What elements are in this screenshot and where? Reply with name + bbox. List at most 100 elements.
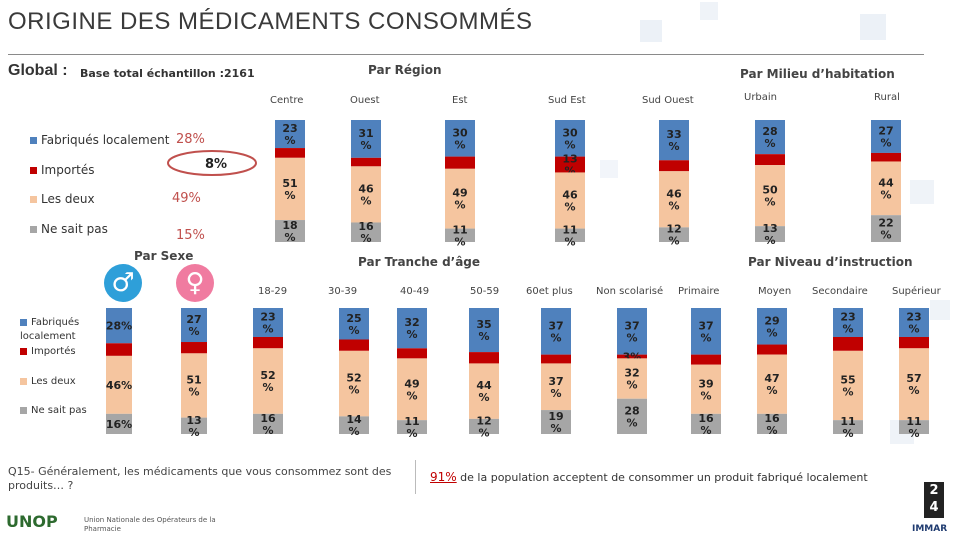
category-label: Urbain <box>744 92 778 103</box>
bar-segment <box>275 148 305 158</box>
category-label: Sud Ouest <box>642 95 694 106</box>
global-value-nsp: 15% <box>176 228 205 243</box>
global-value-importes: 8% <box>205 157 228 172</box>
legend-swatch <box>20 406 27 414</box>
category-label: 30-39 <box>328 286 358 297</box>
category-label: Primaire <box>678 286 720 297</box>
bar-segment <box>555 156 585 173</box>
global-label: Global : <box>8 62 68 79</box>
bar-segment <box>755 120 785 155</box>
bar-segment <box>755 226 785 242</box>
legend-fabriques: Fabriqués localement <box>30 133 169 147</box>
data-label: 46% <box>666 187 682 212</box>
bar-segment <box>253 336 283 349</box>
data-label: 12% <box>476 414 491 439</box>
category-label: Secondaire <box>812 286 868 297</box>
female-icon: ♀ <box>176 264 214 302</box>
background-pattern <box>600 2 950 444</box>
data-label: 12% <box>666 223 681 248</box>
bar-segment <box>181 342 207 354</box>
data-label: 37% <box>548 375 563 400</box>
data-label: 13% <box>562 153 577 178</box>
section-sexe: Par Sexe <box>134 249 194 263</box>
bar-segment <box>757 413 787 434</box>
global-value-fabriques: 28% <box>176 132 205 147</box>
bar-segment <box>253 308 283 337</box>
data-label: 46% <box>562 189 578 214</box>
legend-swatch <box>20 377 27 385</box>
data-label: 28% <box>106 320 132 333</box>
data-label: 28% <box>762 125 777 150</box>
bar-segment <box>659 227 689 242</box>
data-label: 49% <box>452 187 467 212</box>
bar-segment <box>555 172 585 229</box>
bar-segment <box>351 157 381 167</box>
bar-segment <box>445 168 475 229</box>
bar-segment <box>659 160 689 172</box>
bar-segment <box>339 308 369 340</box>
data-label: 51% <box>282 177 297 202</box>
category-label: 18-29 <box>258 286 288 297</box>
bar-segment <box>445 120 475 157</box>
data-label: 27% <box>878 124 893 149</box>
data-label: 13% <box>186 414 201 439</box>
data-label: 30% <box>452 126 468 151</box>
immar-logo: IMMAR <box>912 524 948 534</box>
legend-small-nsp: Ne sait pas <box>20 404 87 418</box>
data-label: 16% <box>358 220 374 245</box>
legend-swatch <box>30 137 37 144</box>
legend-swatch <box>30 226 37 233</box>
data-label: 22% <box>878 217 893 242</box>
bar-segment <box>617 354 647 359</box>
bar-segment <box>106 343 132 356</box>
data-label: 11% <box>562 223 577 248</box>
data-label: 37% <box>698 319 713 344</box>
category-label: Sud Est <box>548 95 586 106</box>
data-label: 16% <box>698 412 714 437</box>
data-label: 23% <box>840 310 855 335</box>
bar-segment <box>181 353 207 418</box>
category-label: 50-59 <box>470 286 500 297</box>
bar-segment <box>351 120 381 158</box>
category-label: Rural <box>874 92 900 103</box>
data-label: 11% <box>452 223 467 248</box>
bar-segment <box>541 354 571 364</box>
bar-segment <box>691 308 721 355</box>
data-label: 11% <box>840 415 855 440</box>
data-label: 44% <box>476 379 492 404</box>
legend-swatch <box>20 318 27 326</box>
legend-deux: Les deux <box>30 192 95 206</box>
bar-segment <box>833 308 863 337</box>
data-label: 57% <box>906 372 921 397</box>
bar-segment <box>275 157 305 221</box>
data-label: 37% <box>548 319 563 344</box>
data-label: 33% <box>666 128 681 153</box>
bar-segment <box>541 308 571 355</box>
bar-segment <box>617 358 647 399</box>
data-label: 16% <box>106 418 132 431</box>
data-label: 23% <box>282 122 297 147</box>
unop-logo-subtitle: Union Nationale des Opérateurs de la Pha… <box>84 516 216 533</box>
data-label: 30% <box>562 126 578 151</box>
data-label: 11% <box>906 415 921 440</box>
data-label: 18% <box>282 219 297 244</box>
bar-segment <box>339 350 369 417</box>
data-label: 52% <box>260 369 275 394</box>
highlight-ellipse <box>167 150 257 176</box>
bar-segment <box>445 228 475 242</box>
data-label: 46% <box>106 379 132 392</box>
bar-segment <box>871 161 901 216</box>
data-label: 11% <box>404 415 419 440</box>
bar-segment <box>899 420 929 434</box>
data-label: 23% <box>260 310 275 335</box>
data-label: 14% <box>346 413 362 438</box>
data-label: 37% <box>624 319 639 344</box>
section-niveau: Par Niveau d’instruction <box>748 255 913 269</box>
bar-segment <box>351 222 381 242</box>
bar-segment <box>755 165 785 227</box>
global-value-deux: 49% <box>172 191 201 206</box>
bar-segment <box>445 156 475 169</box>
data-label: 27% <box>186 313 201 338</box>
legend-importes: Importés <box>30 163 94 177</box>
